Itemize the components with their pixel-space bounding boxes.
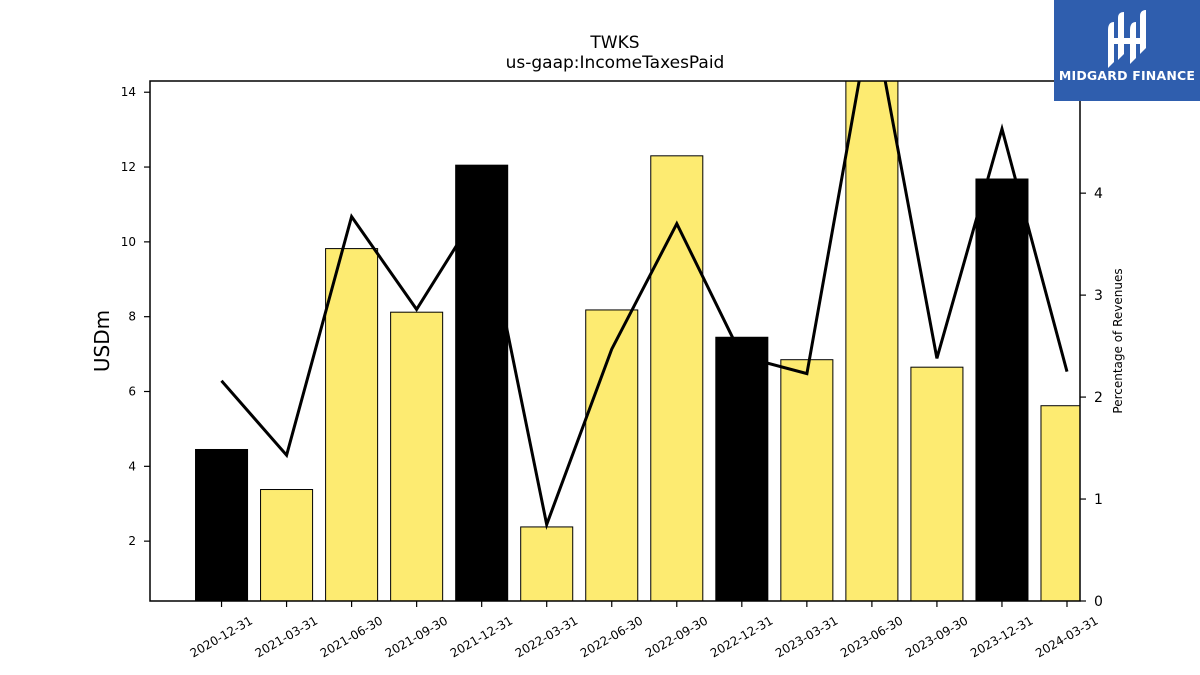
y2-tick-label: 0	[1094, 594, 1103, 610]
y-tick-label: 2	[128, 534, 136, 548]
x-tick-label: 2023-12-31	[968, 613, 1035, 660]
x-tick-label: 2021-03-31	[253, 613, 320, 660]
x-tick-label: 2024-03-31	[1033, 613, 1100, 660]
x-tick-label: 2023-06-30	[838, 613, 905, 660]
bar-2022-06-30	[585, 309, 639, 601]
bar-2022-09-30	[650, 155, 704, 601]
bar-2020-12-31	[195, 448, 249, 601]
y2-tick-label: 3	[1094, 288, 1103, 304]
y-tick-label: 6	[128, 385, 136, 399]
bar-2021-06-30	[325, 248, 379, 601]
bar-2021-12-31	[455, 164, 509, 601]
bar-2023-12-31	[975, 178, 1029, 601]
y2-axis-label: Percentage of Revenues	[1111, 268, 1125, 413]
bar-2021-03-31	[260, 489, 314, 601]
midgard-finance-logo: MIDGARD FINANCE	[1054, 0, 1200, 101]
x-tick-label: 2021-09-30	[383, 613, 450, 660]
logo-text: MIDGARD FINANCE	[1058, 68, 1196, 83]
line-group	[220, 81, 1069, 530]
y-tick-label: 4	[128, 459, 136, 473]
x-tick-label: 2021-06-30	[318, 613, 385, 660]
y-tick-label: 10	[121, 235, 136, 249]
x-tick-label: 2022-12-31	[708, 613, 775, 660]
y2-tick-label: 1	[1094, 492, 1103, 508]
bar-2023-09-30	[910, 366, 964, 601]
x-tick-label: 2021-12-31	[448, 613, 515, 660]
x-tick-label: 2022-06-30	[578, 613, 645, 660]
y-axis-label: USDm	[90, 310, 114, 372]
bar-2023-03-31	[780, 359, 834, 601]
bar-2021-09-30	[390, 311, 444, 601]
percentage-line	[220, 81, 1069, 530]
y-tick-label: 12	[121, 160, 136, 174]
y-tick-label: 14	[121, 85, 136, 99]
plot-frame	[149, 80, 1081, 602]
y-tick-label: 8	[128, 310, 136, 324]
chart-title: TWKS	[589, 33, 639, 53]
x-tick-label: 2023-09-30	[903, 613, 970, 660]
x-tick-label: 2023-03-31	[773, 613, 840, 660]
y2-tick-label: 4	[1094, 186, 1103, 202]
bar-2024-03-31	[1040, 405, 1080, 601]
bars-group	[195, 81, 1080, 601]
x-tick-label: 2022-09-30	[643, 613, 710, 660]
chart-subtitle: us-gaap:IncomeTaxesPaid	[506, 53, 725, 73]
bar-2023-06-30	[845, 81, 899, 601]
bar-2022-03-31	[520, 526, 574, 601]
midgard-logo-icon	[1108, 10, 1146, 68]
y2-tick-label: 2	[1094, 390, 1103, 406]
x-tick-label: 2020-12-31	[188, 613, 255, 660]
bar-2022-12-31	[715, 336, 769, 601]
x-tick-label: 2022-03-31	[513, 613, 580, 660]
